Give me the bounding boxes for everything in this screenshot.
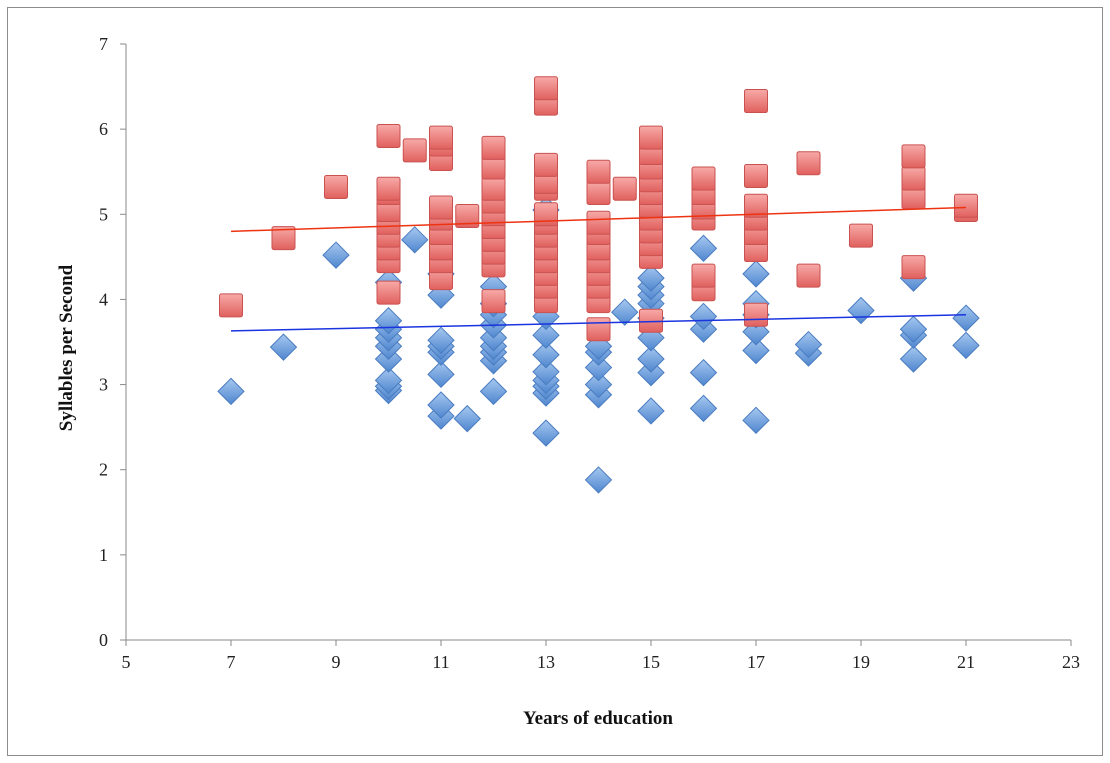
diamond-point	[742, 406, 770, 435]
diamond-point	[532, 341, 560, 369]
square-point	[744, 89, 768, 114]
series-layer	[217, 76, 980, 494]
diamond-point	[401, 226, 429, 254]
x-tick-label: 21	[957, 652, 975, 672]
square-point	[796, 263, 821, 288]
square-point	[534, 76, 558, 101]
square-point	[481, 176, 506, 201]
y-tick-label: 4	[99, 289, 108, 309]
square-point	[691, 166, 716, 191]
diamond-point	[689, 302, 718, 331]
x-tick-label: 5	[122, 652, 131, 672]
x-tick-label: 15	[642, 652, 660, 672]
square-point	[691, 263, 716, 288]
square-point	[901, 144, 926, 169]
square-point	[376, 176, 401, 201]
y-axis-title: Syllables per Second	[56, 264, 77, 431]
x-tick-label: 9	[332, 652, 341, 672]
square-point	[849, 223, 873, 248]
square-point	[744, 302, 768, 327]
diamond-point	[532, 358, 560, 386]
square-point	[219, 293, 243, 318]
square-point	[324, 175, 348, 200]
diamond-point	[532, 419, 560, 447]
square-point	[639, 125, 663, 150]
x-tick-label: 7	[227, 652, 236, 672]
x-tick-label: 17	[747, 652, 765, 672]
square-point	[429, 125, 453, 150]
diamond-point	[689, 394, 718, 423]
red-trendline	[230, 206, 967, 233]
square-point	[612, 176, 637, 201]
square-point	[481, 289, 506, 314]
square-point	[271, 226, 296, 251]
diamond-point	[269, 333, 298, 361]
diamond-point	[847, 296, 875, 325]
diamond-point	[794, 330, 823, 359]
x-tick-label: 13	[537, 652, 555, 672]
square-point	[534, 152, 558, 177]
diamond-point	[532, 321, 560, 349]
diamond-point	[742, 336, 770, 365]
y-tick-label: 2	[99, 460, 108, 480]
diamond-point	[637, 397, 665, 425]
diamond-point	[584, 466, 613, 494]
y-tick-label: 7	[99, 34, 108, 54]
diamond-point	[453, 404, 481, 433]
square-point	[402, 138, 427, 163]
diamond-point	[742, 260, 770, 288]
blue-trendline	[230, 314, 967, 332]
chart-frame: 5 7 9 11 13 15 17 19 21 23 0 1 2 3 4 5 6 7 Years of educa…	[7, 7, 1103, 756]
diamond-point	[427, 360, 455, 389]
diamond-point	[899, 315, 928, 343]
diamond-point	[689, 358, 718, 387]
y-tick-label: 6	[99, 119, 108, 139]
diamond-point	[637, 264, 665, 292]
y-tick-label: 0	[99, 630, 108, 650]
square-point	[586, 210, 611, 235]
square-point	[639, 308, 663, 333]
diamond-point	[322, 241, 350, 269]
diamond-point	[584, 370, 613, 399]
diamond-point	[952, 304, 980, 332]
square-point	[586, 317, 611, 342]
square-point	[744, 193, 768, 218]
diamond-point	[427, 391, 455, 419]
x-tick-label: 19	[852, 652, 870, 672]
square-point	[376, 280, 401, 305]
square-point	[455, 203, 480, 228]
x-tick-label: 23	[1062, 652, 1080, 672]
square-point	[901, 255, 926, 280]
square-point	[954, 193, 978, 218]
diamond-point	[899, 345, 928, 373]
diamond-point	[611, 298, 639, 326]
square-series	[219, 76, 978, 342]
square-point	[796, 151, 821, 176]
square-point	[744, 163, 768, 188]
square-point	[376, 123, 401, 148]
y-tick-label: 3	[99, 375, 108, 395]
diamond-point	[427, 326, 455, 355]
diamond-point	[479, 377, 508, 406]
x-axis-title: Years of education	[523, 708, 673, 729]
square-point	[901, 166, 926, 191]
diamond-point	[374, 366, 403, 395]
trendline-layer	[230, 206, 967, 332]
square-point	[586, 159, 611, 184]
diamond-point	[217, 377, 245, 406]
square-point	[481, 135, 506, 160]
diamond-point	[637, 345, 665, 373]
diamond-point	[584, 353, 613, 382]
square-point	[429, 195, 453, 220]
diamond-point	[952, 331, 980, 360]
square-point	[586, 181, 611, 205]
x-tick-label: 11	[432, 652, 449, 672]
diamond-point	[689, 234, 718, 263]
y-tick-label: 5	[99, 204, 108, 224]
square-point	[534, 202, 558, 227]
y-tick-label: 1	[99, 545, 108, 565]
